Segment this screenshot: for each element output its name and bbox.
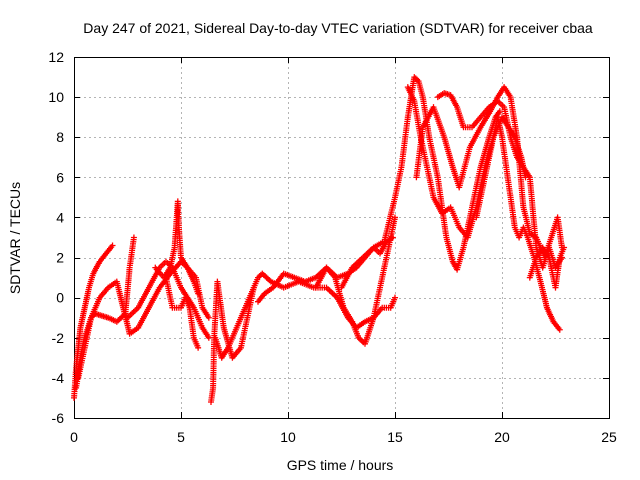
x-tick-label: 25 [601, 429, 617, 445]
series-arc6 [163, 274, 202, 351]
y-tick-label: 12 [48, 49, 64, 65]
series-arc5 [152, 198, 212, 321]
y-axis: -6 -4 -2 0 2 4 6 8 10 12 [48, 49, 609, 426]
y-tick-label: -4 [52, 370, 65, 386]
x-axis-label: GPS time / hours [287, 457, 394, 473]
series-arc15 [473, 114, 529, 221]
plot-frame [74, 57, 610, 419]
x-tick-label: 15 [387, 429, 403, 445]
x-tick-label: 0 [70, 429, 78, 445]
data-series [71, 74, 568, 405]
series-arc4 [124, 258, 212, 341]
x-tick-label: 20 [494, 429, 510, 445]
x-axis: 0 5 10 15 20 25 [70, 57, 617, 445]
x-tick-label: 10 [280, 429, 296, 445]
y-tick-label: 8 [56, 129, 64, 145]
y-tick-label: 6 [56, 169, 64, 185]
y-tick-label: -2 [52, 330, 65, 346]
y-tick-label: 4 [56, 209, 64, 225]
series-arc16 [526, 244, 568, 291]
y-tick-label: 0 [56, 290, 64, 306]
chart-title: Day 247 of 2021, Sidereal Day-to-day VTE… [83, 20, 593, 36]
series-arc3 [75, 258, 202, 381]
series-arc9 [255, 214, 398, 347]
y-tick-label: 2 [56, 250, 64, 266]
x-tick-label: 5 [177, 429, 185, 445]
y-axis-label: SDTVAR / TECUs [7, 182, 23, 294]
y-tick-label: 10 [48, 89, 64, 105]
y-tick-label: -6 [52, 410, 65, 426]
